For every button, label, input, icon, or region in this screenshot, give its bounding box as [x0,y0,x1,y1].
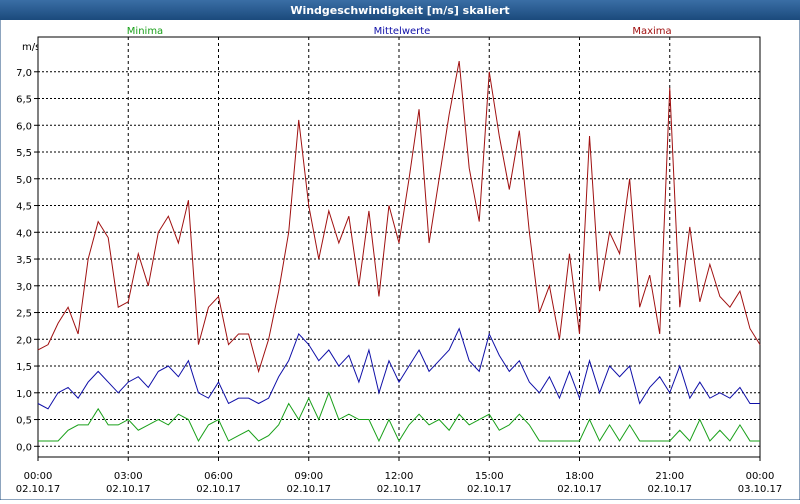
y-tick-label: 1,5 [16,362,32,373]
title-bar [0,0,800,20]
x-tick-label: 03:00 02.10.17 [106,471,151,495]
x-tick-label: 06:00 02.10.17 [196,471,241,495]
y-tick-label: 4,0 [16,228,32,239]
window-title: Windgeschwindigkeit [m/s] skaliert [290,4,509,17]
y-tick-label: 5,5 [16,148,32,159]
y-tick-label: 5,0 [16,175,32,186]
y-tick-label: 2,5 [16,309,32,320]
series-line [37,327,760,410]
y-tick-label: 7,0 [16,68,32,79]
x-tick-label: 18:00 02.10.17 [557,471,602,495]
y-tick-label: 6,0 [16,121,32,132]
x-tick-label: 15:00 02.10.17 [467,471,512,495]
x-tick-label: 00:00 03.10.17 [738,471,783,495]
y-axis-label: m/s [22,42,40,53]
y-tick-label: 3,5 [16,255,32,266]
y-tick-label: 6,5 [16,95,32,106]
series-line [37,60,761,374]
x-tick-label: 12:00 02.10.17 [377,471,422,495]
y-tick-label: 0,5 [16,416,32,427]
y-tick-label: 4,5 [16,202,32,213]
y-tick-label: 2,0 [16,335,32,346]
legend-label: Maxima [632,26,671,37]
series-line [38,391,760,443]
y-tick-label: 1,0 [16,389,32,400]
legend-label: Minima [127,26,163,37]
y-tick-label: 0,0 [16,442,32,453]
x-tick-label: 21:00 02.10.17 [647,471,692,495]
x-tick-label: 00:00 02.10.17 [16,471,61,495]
y-tick-label: 3,0 [16,282,32,293]
x-tick-label: 09:00 02.10.17 [286,471,331,495]
legend-label: Mittelwerte [374,26,431,37]
